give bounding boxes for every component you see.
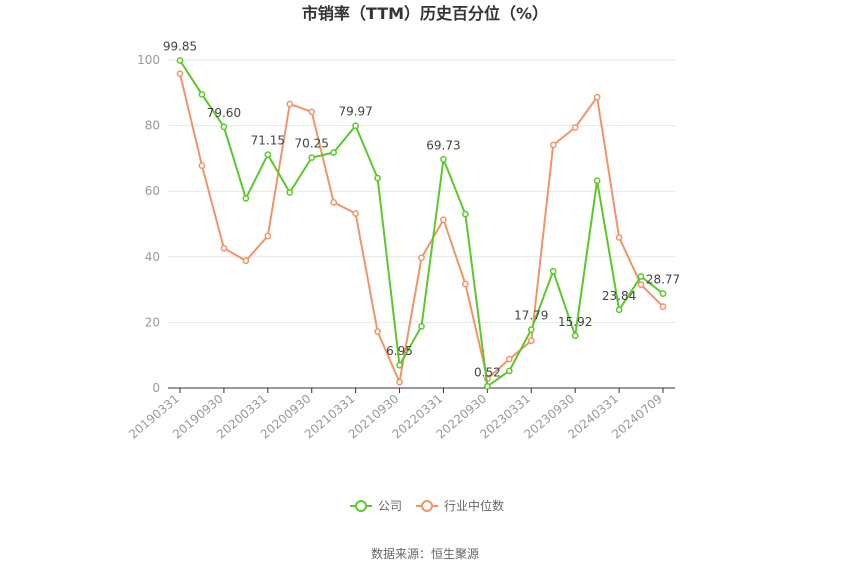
- data-point: [659, 290, 667, 297]
- data-point: [330, 199, 338, 206]
- source-text: 数据来源：恒生聚源: [371, 546, 479, 561]
- y-tick-label: 80: [145, 119, 160, 133]
- data-point: [286, 189, 294, 196]
- data-point: [462, 210, 469, 218]
- data-point: [198, 162, 206, 169]
- data-point: [527, 326, 535, 333]
- data-point: [593, 93, 601, 101]
- y-tick-label: 20: [145, 315, 160, 329]
- data-point: [484, 382, 491, 390]
- data-point: [374, 174, 381, 182]
- legend-label-0[interactable]: 公司: [378, 499, 402, 513]
- data-label: 23.84: [602, 289, 636, 303]
- legend-label-1[interactable]: 行业中位数: [444, 498, 504, 513]
- data-point: [637, 281, 645, 289]
- data-point: [264, 232, 272, 240]
- data-label: 69.73: [426, 138, 460, 152]
- data-label: 71.15: [251, 134, 285, 148]
- data-point: [505, 367, 513, 375]
- data-label: 79.60: [207, 106, 241, 120]
- data-point: [571, 332, 579, 340]
- y-tick-label: 100: [137, 53, 160, 67]
- data-point: [571, 124, 579, 131]
- data-point: [440, 216, 447, 224]
- data-point: [374, 328, 381, 335]
- legend[interactable]: 公司 行业中位数: [350, 498, 504, 513]
- data-label: 15.92: [558, 315, 592, 329]
- data-point: [505, 355, 513, 363]
- data-label: 0.52: [474, 365, 501, 379]
- legend-marker-0[interactable]: [355, 500, 367, 512]
- data-point: [396, 378, 403, 386]
- y-tick-label: 40: [145, 250, 160, 264]
- data-point: [615, 306, 623, 314]
- data-point: [286, 100, 294, 108]
- data-point: [637, 273, 645, 280]
- data-point: [176, 57, 184, 64]
- y-tick-label: 60: [145, 184, 160, 198]
- data-point: [615, 234, 623, 241]
- data-point: [242, 257, 250, 265]
- data-point: [462, 280, 469, 288]
- data-point: [220, 244, 228, 252]
- data-point: [593, 177, 601, 185]
- data-point: [352, 122, 359, 130]
- data-point: [549, 141, 557, 149]
- data-label: 79.97: [338, 105, 372, 119]
- y-tick-label: 0: [152, 381, 160, 395]
- grid: [168, 59, 675, 323]
- data-point: [198, 91, 206, 98]
- data-point: [330, 149, 338, 156]
- data-point: [549, 267, 557, 275]
- data-label: 17.79: [514, 309, 548, 323]
- data-point: [242, 195, 250, 202]
- data-label: 6.95: [386, 344, 413, 358]
- data-label: 28.77: [646, 273, 680, 287]
- data-point: [308, 108, 316, 116]
- data-label: 70.25: [295, 137, 329, 151]
- series-line-0: [179, 59, 664, 388]
- data-labels: 99.85 79.60 71.15 70.25 79.97 6.95 69.73 0.52 17…: [163, 39, 680, 379]
- data-label: 99.85: [163, 39, 197, 53]
- data-point: [220, 123, 228, 131]
- data-point: [264, 151, 272, 158]
- data-point: [418, 254, 425, 262]
- chart-title: 市销率（TTM）历史百分位（%）: [302, 4, 548, 23]
- data-point: [440, 155, 447, 163]
- data-point: [352, 210, 359, 217]
- data-point: [418, 322, 425, 330]
- data-point: [176, 70, 184, 78]
- data-point: [527, 337, 535, 345]
- data-point: [396, 361, 403, 369]
- data-point: [659, 303, 667, 311]
- legend-marker-1[interactable]: [421, 500, 433, 512]
- data-point: [308, 154, 316, 161]
- series: [176, 57, 667, 390]
